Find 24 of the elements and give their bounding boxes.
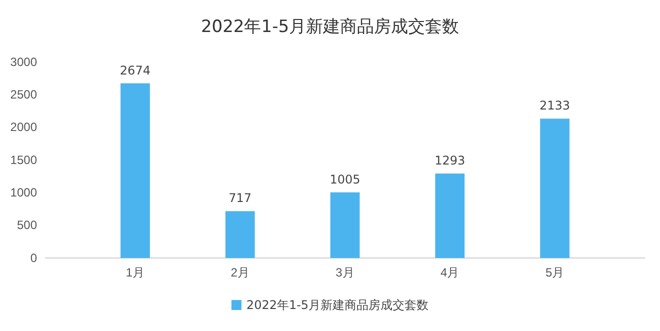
legend-label: 2022年1-5月新建商品房成交套数	[246, 298, 429, 312]
x-tick-label: 4月	[440, 266, 460, 280]
y-tick-label: 2000	[10, 120, 38, 134]
bar	[330, 192, 360, 258]
data-label: 1293	[434, 154, 466, 168]
bar	[225, 211, 255, 258]
data-label: 2133	[540, 98, 570, 113]
bar	[120, 83, 150, 258]
y-tick-label: 1000	[10, 186, 38, 200]
chart-title: 2022年1-5月新建商品房成交套数	[200, 17, 460, 37]
y-tick-label: 3000	[10, 54, 38, 69]
data-label: 2674	[120, 63, 150, 78]
y-tick-label: 2500	[10, 88, 38, 102]
bar	[540, 118, 570, 258]
y-tick-label: 500	[16, 218, 38, 232]
x-tick-label: 5月	[545, 266, 564, 280]
x-tick-label: 3月	[336, 266, 354, 280]
bar	[435, 174, 465, 258]
x-tick-label: 1月	[126, 266, 145, 280]
y-tick-label: 1500	[10, 152, 38, 167]
x-tick-label: 2月	[230, 266, 250, 280]
data-label: 717	[228, 191, 252, 206]
y-tick-label: 0	[30, 250, 38, 265]
data-label: 1005	[330, 172, 360, 186]
